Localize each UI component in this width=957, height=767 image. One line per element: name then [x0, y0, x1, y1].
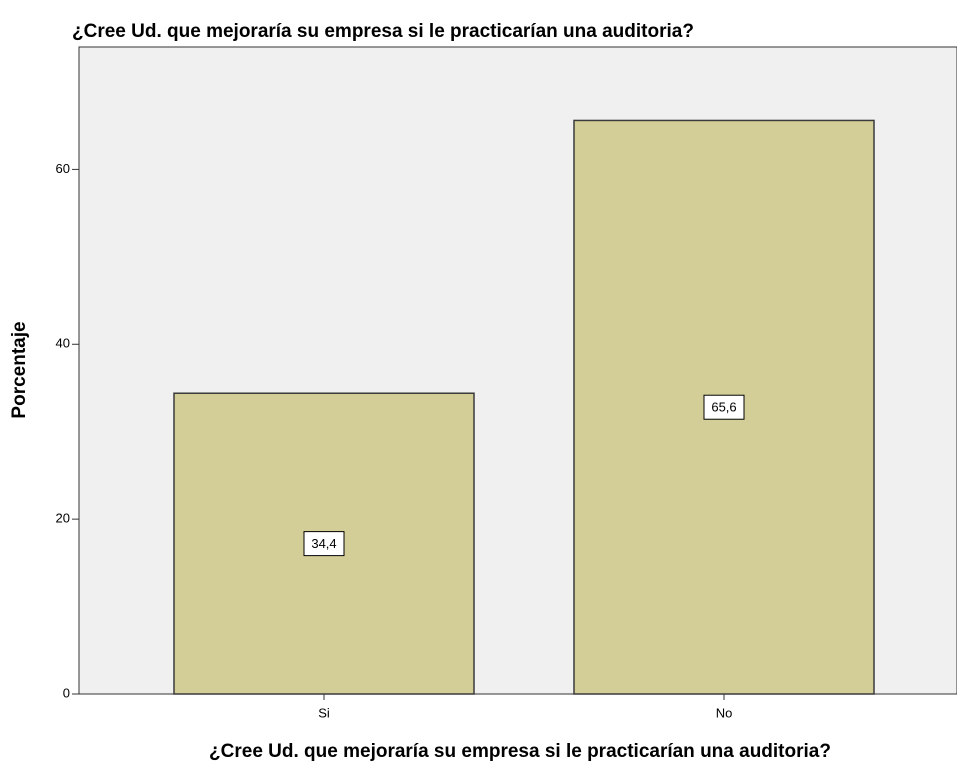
data-label: 34,4 — [311, 536, 336, 551]
y-axis-label: Porcentaje — [9, 321, 30, 418]
y-tick-label: 0 — [63, 685, 70, 700]
chart-title: ¿Cree Ud. que mejoraría su empresa si le… — [72, 21, 694, 42]
data-label: 65,6 — [711, 400, 736, 415]
bar — [173, 392, 475, 695]
y-tick-label: 60 — [56, 161, 70, 176]
x-axis-label: ¿Cree Ud. que mejoraría su empresa si le… — [209, 741, 831, 762]
y-tick-label: 20 — [56, 511, 70, 526]
x-tick-label: Si — [318, 705, 330, 720]
data-label-box — [303, 531, 345, 557]
x-tick-label: No — [716, 705, 733, 720]
data-label-box — [703, 394, 745, 420]
y-tick-label: 40 — [56, 336, 70, 351]
